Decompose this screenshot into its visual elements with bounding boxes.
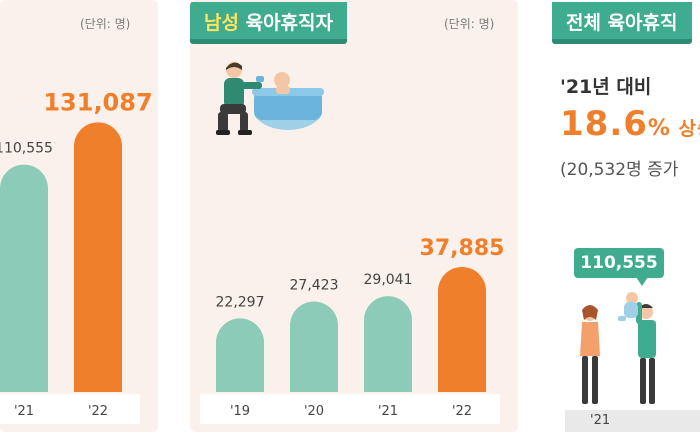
panel3-title-tab: 전체 육아휴직 xyxy=(552,2,692,44)
category-label-3: '22 xyxy=(452,404,472,419)
bar-1 xyxy=(290,301,338,392)
bar-value-label-3: 37,885 xyxy=(420,236,505,261)
panel2-title-tab: 남성 육아휴직자 xyxy=(190,2,347,44)
bar-value-label-0: 110,555 xyxy=(0,141,53,157)
bar-0 xyxy=(216,318,264,392)
panel2-unit: (단위: 명) xyxy=(444,17,495,31)
panel1-unit: (단위: 명) xyxy=(80,17,131,31)
category-label-0: '21 xyxy=(14,404,34,419)
axis-footer xyxy=(0,394,140,424)
category-label-0: '19 xyxy=(230,404,250,419)
total-leave-panel: (단위: 명) 110,555 '21 131,087 '22 xyxy=(0,0,158,432)
bar-value-label-1: 131,087 xyxy=(43,88,152,116)
year-base xyxy=(565,410,700,432)
summary-increase-count: (20,532명 증가 xyxy=(560,160,679,180)
category-label-2: '21 xyxy=(378,404,398,419)
bar-1 xyxy=(74,122,122,392)
summary-rate: 18.6% 상승 xyxy=(560,104,700,144)
male-leave-panel: 남성 육아휴직자 (단위: 명) 22,297 '19 27,423 '20 29,04… xyxy=(190,0,518,432)
panel2-bar-chart: 22,297 '19 27,423 '20 29,041 '21 37,885 '22 xyxy=(200,236,505,424)
panel1-bar-chart: 110,555 '21 131,087 '22 xyxy=(0,88,153,424)
bar-0 xyxy=(0,164,48,392)
value-bubble: 110,555 xyxy=(574,248,664,278)
value-bubble-tail xyxy=(636,277,648,286)
year-base-label: '21 xyxy=(590,413,611,428)
father-bathing-baby-illustration xyxy=(216,62,324,135)
axis-footer xyxy=(200,394,500,424)
summary-compare-label: '21년 대비 xyxy=(560,76,652,98)
category-label-1: '22 xyxy=(88,404,108,419)
category-label-1: '20 xyxy=(304,404,324,419)
bar-2 xyxy=(364,296,412,392)
bar-value-label-0: 22,297 xyxy=(216,294,265,310)
bar-value-label-1: 27,423 xyxy=(290,278,339,294)
family-illustration xyxy=(580,292,656,404)
bar-3 xyxy=(438,266,486,392)
summary-panel: 전체 육아휴직 xyxy=(548,0,700,432)
bar-value-label-2: 29,041 xyxy=(364,272,413,288)
